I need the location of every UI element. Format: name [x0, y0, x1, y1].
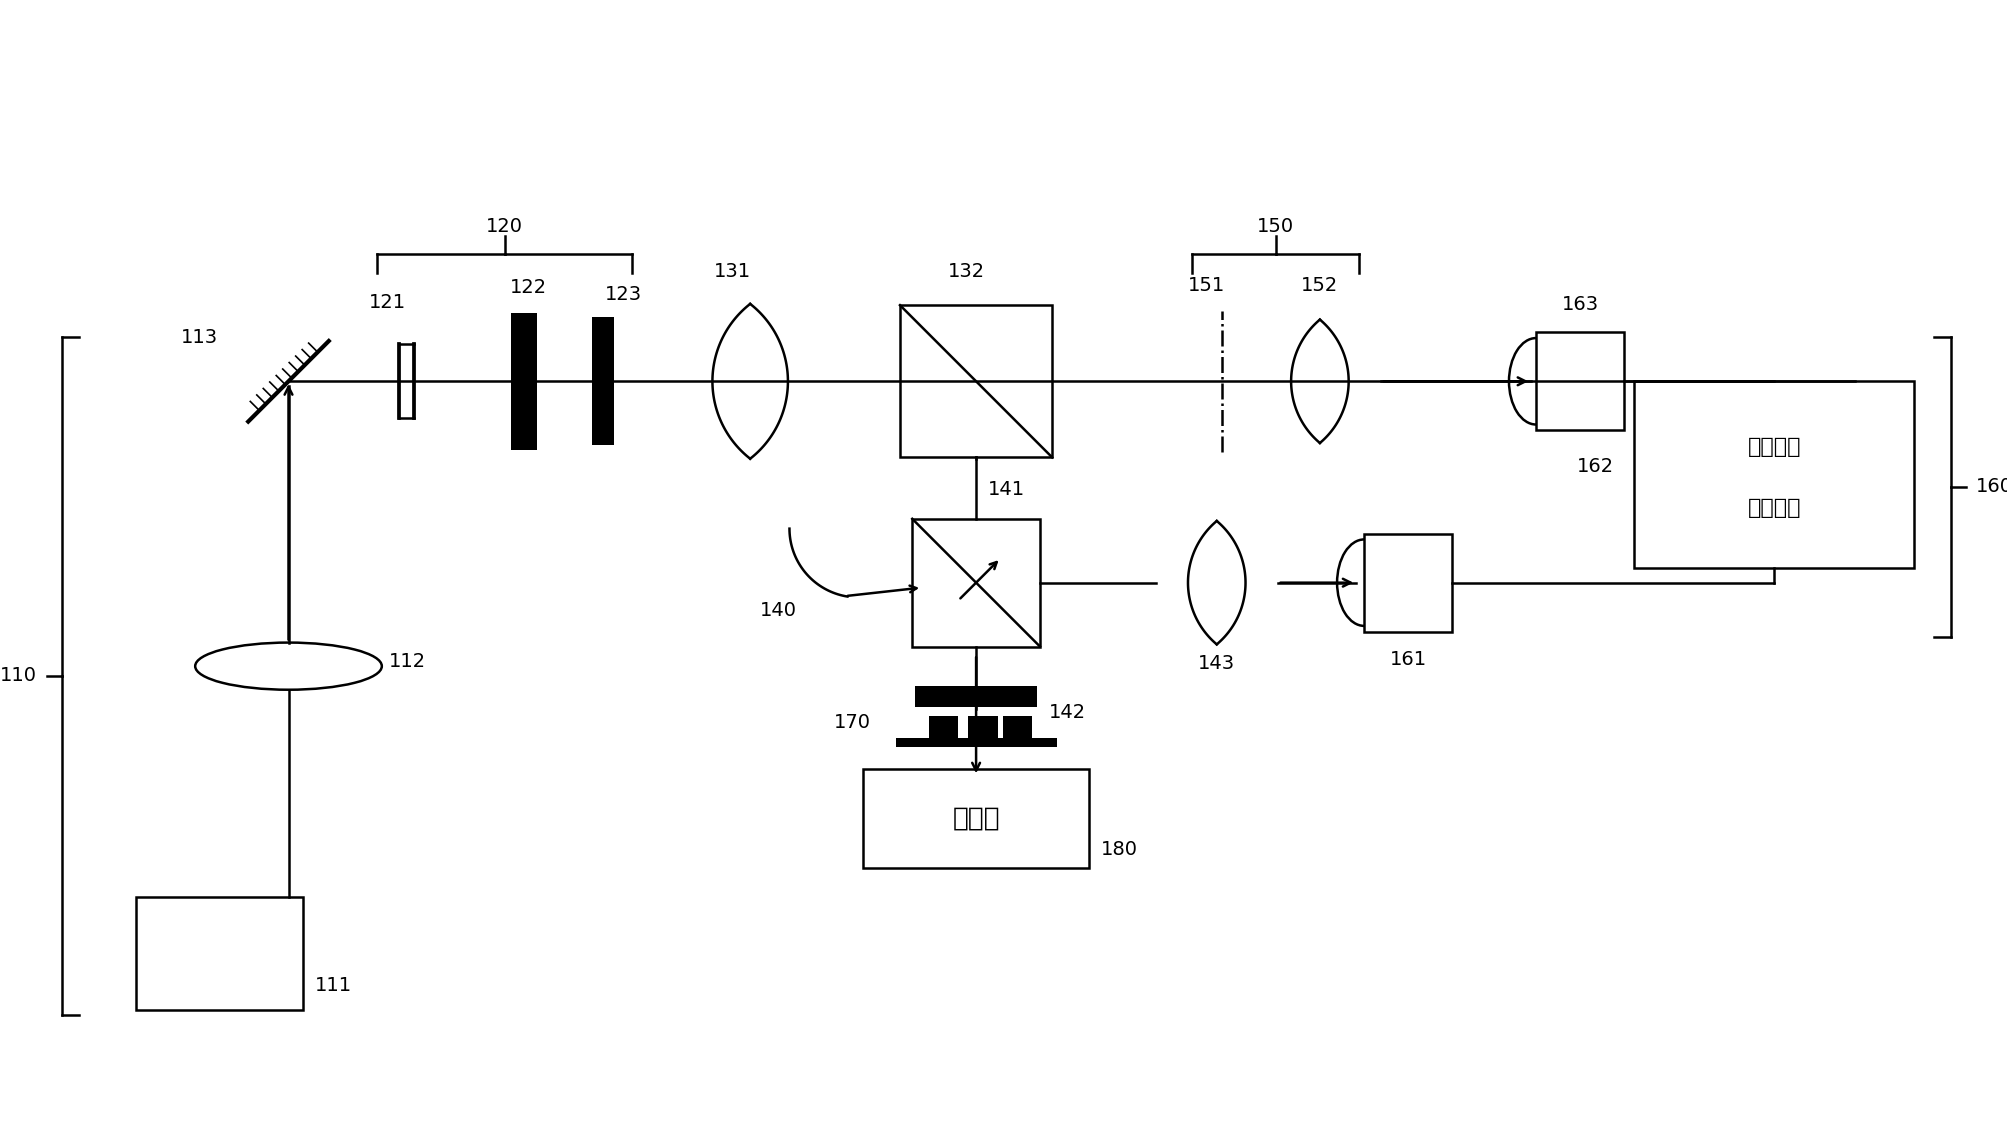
Bar: [899, 306, 1052, 458]
Bar: [1634, 381, 1913, 567]
Ellipse shape: [195, 643, 381, 689]
Text: 处理单元: 处理单元: [1746, 499, 1800, 518]
Text: 150: 150: [1256, 217, 1295, 236]
Text: 170: 170: [833, 713, 871, 732]
Text: 112: 112: [389, 652, 425, 671]
Text: 工件台: 工件台: [951, 805, 999, 831]
Text: 111: 111: [315, 976, 351, 995]
Text: 140: 140: [759, 601, 797, 619]
Text: 180: 180: [1100, 840, 1138, 860]
Bar: [512, 312, 536, 450]
Text: 132: 132: [947, 262, 983, 281]
Text: 131: 131: [714, 262, 751, 281]
Bar: [1535, 332, 1624, 431]
Bar: [915, 686, 1038, 707]
Text: 163: 163: [1561, 296, 1598, 315]
Bar: [136, 897, 303, 1010]
Text: 151: 151: [1188, 275, 1224, 294]
Bar: [895, 738, 1056, 747]
Text: 110: 110: [0, 667, 36, 686]
Text: 113: 113: [181, 327, 217, 346]
Text: 160: 160: [1975, 477, 2007, 496]
Text: 122: 122: [510, 279, 546, 298]
Text: 120: 120: [486, 217, 524, 236]
Text: 142: 142: [1050, 703, 1086, 722]
Text: 143: 143: [1198, 654, 1234, 672]
Text: 121: 121: [369, 293, 405, 312]
Bar: [967, 716, 997, 741]
Bar: [1001, 716, 1032, 741]
Bar: [863, 769, 1088, 867]
Text: 123: 123: [604, 285, 642, 305]
Bar: [929, 716, 957, 741]
Text: 161: 161: [1389, 650, 1427, 669]
Text: 162: 162: [1575, 457, 1614, 476]
Bar: [592, 317, 614, 446]
Text: 152: 152: [1301, 275, 1339, 294]
Text: 141: 141: [987, 479, 1024, 499]
Bar: [911, 519, 1040, 646]
Text: 信号控制: 信号控制: [1746, 437, 1800, 457]
Bar: [1363, 534, 1451, 632]
